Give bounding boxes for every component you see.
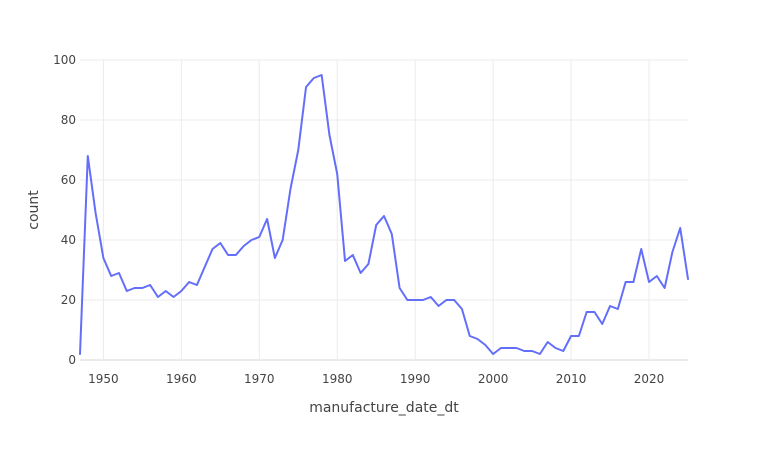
x-tick-labels: 1950 1960 1970 1980 1990 2000 2010 2020 [88, 372, 664, 386]
y-tick-label: 20 [61, 293, 76, 307]
x-tick-label: 1980 [322, 372, 353, 386]
x-tick-label: 2020 [634, 372, 665, 386]
y-tick-label: 0 [68, 353, 76, 367]
y-tick-labels: 0 20 40 60 80 100 [53, 53, 76, 367]
y-axis-title: count [26, 190, 42, 230]
x-tick-label: 1990 [400, 372, 431, 386]
x-tick-label: 2010 [556, 372, 587, 386]
x-tick-label: 1970 [244, 372, 275, 386]
x-tick-label: 1960 [166, 372, 197, 386]
x-tick-label: 1950 [88, 372, 119, 386]
grid-lines [80, 59, 688, 361]
series-layer [79, 74, 689, 355]
y-tick-label: 100 [53, 53, 76, 67]
y-tick-label: 80 [61, 113, 76, 127]
y-tick-label: 40 [61, 233, 76, 247]
x-axis-title: manufacture_date_dt [309, 400, 459, 416]
x-tick-label: 2000 [478, 372, 509, 386]
y-tick-label: 60 [61, 173, 76, 187]
series-line [79, 74, 689, 355]
